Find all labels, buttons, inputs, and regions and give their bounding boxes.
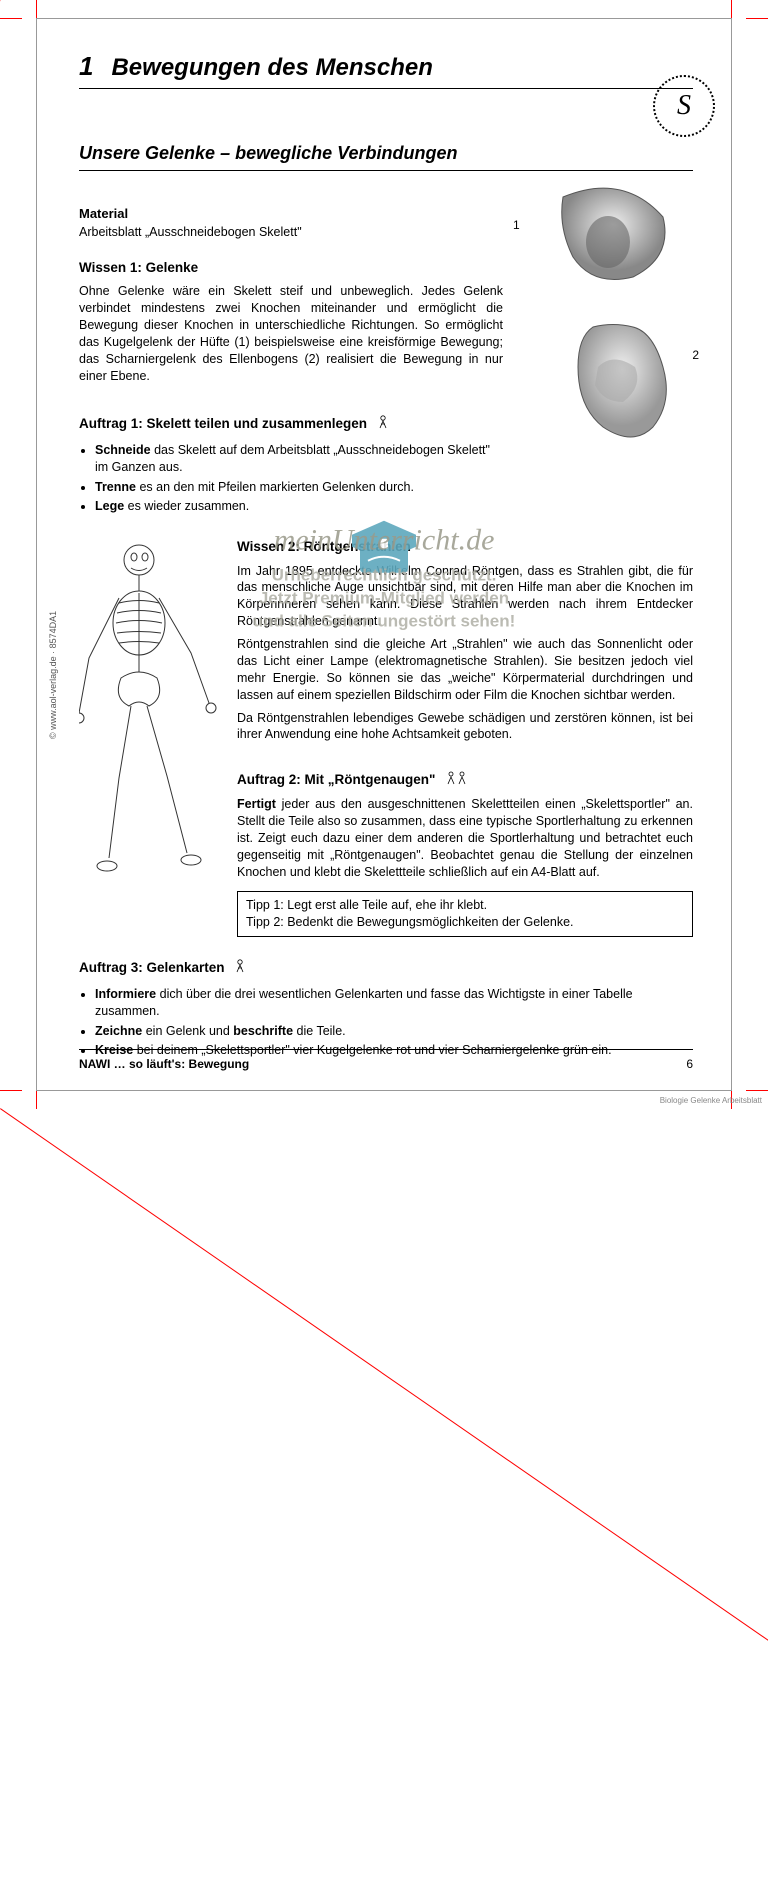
material-text: Arbeitsblatt „Ausschneidebogen Skelett" (79, 224, 503, 241)
auftrag3-heading: Auftrag 3: Gelenkarten (79, 959, 693, 978)
auftrag2-heading: Auftrag 2: Mit „Röntgenaugen" (237, 771, 693, 790)
section-badge-letter: S (677, 87, 691, 125)
chapter-number: 1 (79, 49, 93, 84)
intro-column: Material Arbeitsblatt „Ausschneidebogen … (79, 177, 503, 519)
wissen2-p3: Da Röntgenstrahlen lebendiges Gewebe sch… (237, 710, 693, 744)
list-item: Trenne es an den mit Pfeilen markierten … (95, 479, 503, 496)
skeleton-illustration (79, 538, 219, 936)
right-text-column: Wissen 2: Röntgenstrahlen Im Jahr 1895 e… (237, 538, 693, 936)
auftrag2-text: Fertigt jeder aus den ausgeschnittenen S… (237, 796, 693, 880)
list-item: Zeichne ein Gelenk und beschrifte die Te… (95, 1023, 693, 1040)
vertical-credit: © www.aol-verlag.de · 8574DA1 (47, 611, 59, 739)
material-label: Material (79, 205, 503, 223)
list-item: Lege es wieder zusammen. (95, 498, 503, 515)
watermark-diagonal (0, 0, 1, 769)
joint-label-1: 1 (513, 217, 520, 233)
wissen1-heading: Wissen 1: Gelenke (79, 259, 503, 277)
page-footer: NAWI … so läuft's: Bewegung 6 (79, 1049, 693, 1072)
tip-box: Tipp 1: Legt erst alle Teile auf, ehe ih… (237, 891, 693, 937)
list-item-text: das Skelett auf dem Arbeitsblatt „Aussch… (95, 443, 490, 474)
auftrag1-heading-text: Auftrag 1: Skelett teilen und zusammenle… (79, 416, 367, 431)
page-subtitle: Unsere Gelenke – bewegliche Verbindungen (79, 141, 693, 165)
auftrag2-body: jeder aus den ausgeschnittenen Skelettte… (237, 797, 693, 879)
single-person-icon (234, 959, 254, 978)
tip-2: Tipp 2: Bedenkt die Bewegungsmöglichkeit… (246, 914, 684, 931)
tip-1: Tipp 1: Legt erst alle Teile auf, ehe ih… (246, 897, 684, 914)
two-person-icon (445, 771, 471, 790)
section-badge: S (657, 79, 711, 133)
list-item: Informiere dich über die drei wesentlich… (95, 986, 693, 1020)
bottom-credit: Biologie Gelenke Arbeitsblatt (660, 1096, 762, 1107)
crop-mark (0, 18, 22, 19)
wissen1-text: Ohne Gelenke wäre ein Skelett steif und … (79, 283, 503, 384)
auftrag2-heading-text: Auftrag 2: Mit „Röntgenaugen" (237, 772, 435, 787)
chapter-title: Bewegungen des Menschen (111, 52, 432, 84)
wissen2-p2: Röntgenstrahlen sind die gleiche Art „St… (237, 636, 693, 704)
joint-svg (523, 177, 693, 477)
footer-title: NAWI … so läuft's: Bewegung (79, 1056, 249, 1072)
list-item: Schneide das Skelett auf dem Arbeitsblat… (95, 442, 503, 476)
wissen2-p1: Im Jahr 1895 entdeckte Wilhelm Conrad Rö… (237, 563, 693, 631)
wissen2-heading: Wissen 2: Röntgenstrahlen (237, 538, 693, 556)
auftrag1-list: Schneide das Skelett auf dem Arbeitsblat… (79, 442, 503, 516)
subtitle-rule (79, 170, 693, 171)
skeleton-svg (79, 538, 219, 878)
chapter-header: 1 Bewegungen des Menschen (79, 49, 693, 84)
watermark-diagonal (0, 1108, 768, 1877)
auftrag3-heading-text: Auftrag 3: Gelenkarten (79, 960, 225, 975)
crop-mark (746, 18, 768, 19)
chapter-rule (79, 88, 693, 89)
watermark-badge-icon (344, 516, 424, 582)
auftrag1-heading: Auftrag 1: Skelett teilen und zusammenle… (79, 415, 503, 434)
joint-label-2: 2 (692, 347, 699, 363)
crop-mark (0, 1090, 22, 1091)
single-person-icon (377, 415, 397, 434)
page-number: 6 (686, 1056, 693, 1072)
joint-illustration: 1 2 (523, 177, 693, 519)
crop-mark (746, 1090, 768, 1091)
